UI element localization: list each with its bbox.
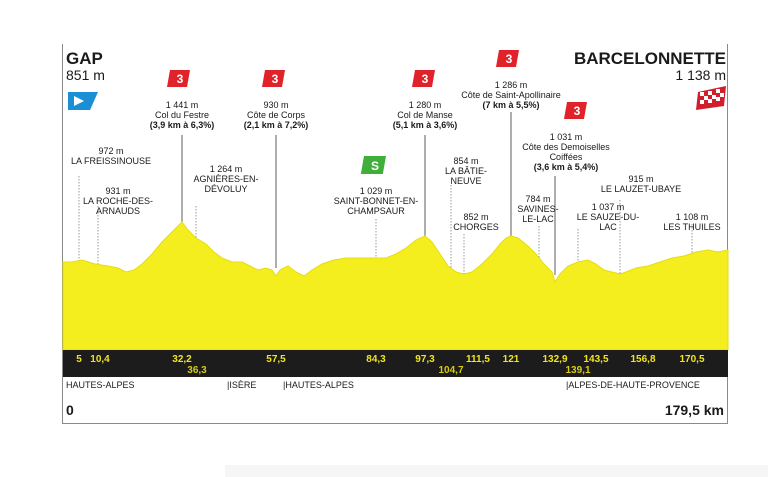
finish-altitude: 1 138 m xyxy=(675,67,726,83)
climb-category: 3 xyxy=(574,104,581,118)
km-marker: 121 xyxy=(502,354,520,365)
place-label: 1 264 m AGNIÈRES-EN-DÉVOLUY xyxy=(193,164,259,194)
place-label: 915 m LE LAUZET-UBAYE xyxy=(600,174,682,194)
climb-label: 1 286 m Côte de Saint-Apollinaire (7 km à … xyxy=(461,80,561,110)
elevation-profile xyxy=(62,221,729,351)
start-name: GAP xyxy=(66,49,103,68)
km-marker: 57,5 xyxy=(266,354,286,365)
km-marker: 132,9 xyxy=(542,354,568,365)
km-marker: 5 xyxy=(76,354,82,365)
climb-label: 1 441 m Col du Festre (3,9 km à 6,3%) xyxy=(149,100,215,130)
km-marker: 84,3 xyxy=(366,354,386,365)
sprint-badge-icon xyxy=(360,156,386,174)
climb-badge-icon xyxy=(167,70,190,87)
sprint-symbol: S xyxy=(371,159,379,173)
place-label: 931 m LA ROCHE-DES-ARNAUDS xyxy=(82,186,153,216)
place-label: 1 037 m LE SAUZE-DU-LAC xyxy=(576,202,640,232)
start-flag-icon xyxy=(68,92,98,110)
km-strip xyxy=(63,350,728,377)
km-marker: 10,4 xyxy=(90,354,110,365)
start-altitude: 851 m xyxy=(66,67,105,83)
km-marker: 97,3 xyxy=(415,354,435,365)
km-marker: 170,5 xyxy=(679,354,705,365)
climb-badges xyxy=(167,50,587,119)
climb-badge-icon xyxy=(412,70,435,87)
checkered-flag-icon xyxy=(696,86,726,110)
climb-label: 930 m Côte de Corps (2,1 km à 7,2%) xyxy=(243,100,309,130)
climb-category: 3 xyxy=(506,52,513,66)
climb-category: 3 xyxy=(272,72,279,86)
climb-category: 3 xyxy=(177,72,184,86)
profile-frame xyxy=(62,44,728,424)
climb-lines xyxy=(181,112,556,275)
climb-label: 1 280 m Col de Manse (5,1 km à 3,6%) xyxy=(392,100,458,130)
place-label: 784 m SAVINES-LE-LAC xyxy=(517,194,559,224)
km-marker: 111,5 xyxy=(466,354,490,365)
place-label: 852 m CHORGES xyxy=(453,212,499,232)
climb-category: 3 xyxy=(422,72,429,86)
km-marker: 156,8 xyxy=(630,354,656,365)
region-label: |ALPES-DE-HAUTE-PROVENCE xyxy=(566,380,700,390)
finish-name: BARCELONNETTE xyxy=(573,49,726,68)
climb-badge-icon xyxy=(564,102,587,119)
climb-label: 1 031 m Côte des Demoiselles Coiffées (3,6… xyxy=(522,132,610,172)
km-marker: 143,5 xyxy=(583,354,609,365)
place-label: 854 m LA BÂTIE-NEUVE xyxy=(444,156,488,186)
distance-start: 0 xyxy=(66,402,74,418)
region-label: |HAUTES-ALPES xyxy=(283,380,354,390)
climb-badge-icon xyxy=(262,70,285,87)
km-marker: 104,7 xyxy=(438,365,464,376)
bottom-strip xyxy=(225,465,768,477)
distance-end: 179,5 km xyxy=(664,402,724,418)
climb-badge-icon xyxy=(496,50,519,67)
region-label: HAUTES-ALPES xyxy=(66,380,135,390)
place-label: 972 m LA FREISSINOUSE xyxy=(70,146,152,166)
place-label: 1 108 m LES THUILES xyxy=(663,212,721,232)
km-marker: 36,3 xyxy=(187,365,207,376)
sprint-label: 1 029 m SAINT-BONNET-EN-CHAMPSAUR xyxy=(333,186,419,216)
km-marker: 139,1 xyxy=(565,365,591,376)
region-label: |ISÈRE xyxy=(227,380,257,390)
km-marker: 32,2 xyxy=(172,354,192,365)
